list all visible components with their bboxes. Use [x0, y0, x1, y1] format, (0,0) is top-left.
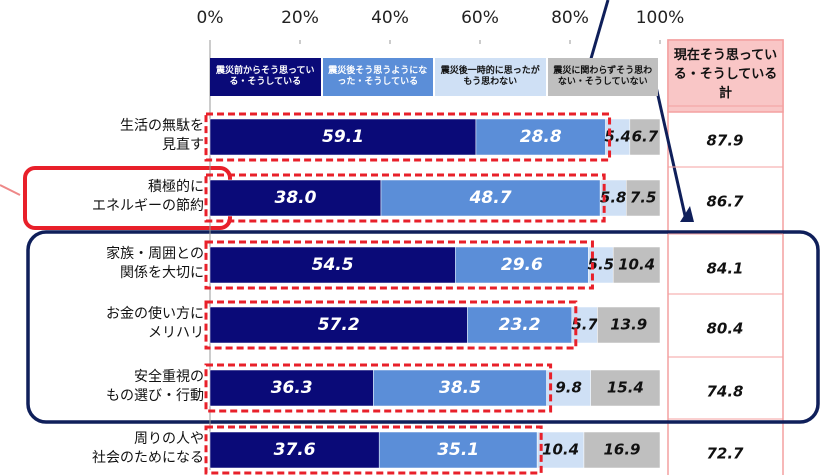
total-header-bg — [667, 39, 784, 113]
bar-segment — [605, 118, 631, 156]
dashed-highlight — [204, 112, 612, 162]
group-box — [26, 230, 820, 424]
data-label: 6.7 — [632, 128, 659, 146]
bar-segment — [629, 118, 661, 156]
data-label: 37.6 — [274, 440, 316, 460]
data-label: 5.7 — [571, 316, 598, 334]
legend-entry: 震災に関わらずそう思わない・そうしていない — [547, 58, 658, 96]
arrow — [588, 0, 610, 63]
data-label: 5.8 — [600, 189, 627, 207]
data-label: 54.5 — [312, 255, 354, 275]
data-label: 10.4 — [618, 256, 655, 274]
data-label: 10.4 — [542, 441, 579, 459]
x-tick-label: 40% — [371, 8, 409, 28]
bar-segment — [546, 369, 591, 407]
bar-segment — [597, 306, 661, 344]
data-label: 48.7 — [469, 188, 512, 208]
data-label: 23.2 — [499, 315, 541, 335]
bar-segment — [209, 369, 374, 407]
total-value: 87.9 — [706, 132, 743, 150]
dashed-highlight — [204, 240, 594, 290]
bar-segment — [536, 431, 585, 469]
bar-segment — [626, 179, 661, 217]
dashed-highlight — [204, 300, 578, 350]
bar-segment — [590, 369, 661, 407]
total-value: 74.8 — [706, 383, 743, 401]
bar-segment — [475, 118, 606, 156]
total-value: 72.7 — [706, 445, 744, 463]
data-label: 13.9 — [610, 316, 647, 334]
category-label: 家族・周囲との 関係を大切に — [106, 246, 204, 281]
bar-segment — [612, 246, 661, 284]
x-tick-label: 80% — [551, 8, 589, 28]
x-tick-label: 60% — [461, 8, 499, 28]
arrow — [0, 184, 21, 196]
category-label: お金の使い方に メリハリ — [106, 306, 204, 341]
category-label: 安全重視の もの選び・行動 — [106, 369, 204, 404]
total-title: 現在そう思っている・そうしている 計 — [673, 48, 778, 101]
x-tick-label: 0% — [197, 8, 224, 28]
data-label: 57.2 — [318, 315, 360, 335]
bar-segment — [583, 431, 661, 469]
bar-segment — [209, 306, 468, 344]
data-label: 16.9 — [603, 441, 640, 459]
total-value: 80.4 — [706, 320, 743, 338]
dashed-highlight — [204, 363, 553, 413]
category-label: 周りの人や 社会のためになる — [92, 431, 204, 466]
bar-segment — [209, 179, 382, 217]
dashed-highlight — [204, 173, 606, 223]
data-label: 59.1 — [322, 127, 364, 147]
x-tick-label: 20% — [281, 8, 319, 28]
x-tick-label: 100% — [636, 8, 685, 28]
bar-segment — [209, 431, 380, 469]
bar-segment — [455, 246, 589, 284]
data-label: 5.4 — [604, 128, 631, 146]
data-label: 38.5 — [439, 378, 481, 398]
category-label: 生活の無駄を 見直す — [120, 118, 204, 153]
data-label: 35.1 — [437, 440, 479, 460]
data-label: 5.5 — [588, 256, 615, 274]
bar-segment — [209, 246, 456, 284]
total-value: 86.7 — [706, 193, 744, 211]
category-label: 積極的に エネルギーの節約 — [92, 179, 204, 214]
data-label: 7.5 — [630, 189, 657, 207]
total-value: 84.1 — [706, 260, 743, 278]
data-label: 29.6 — [501, 255, 543, 275]
bar-segment — [209, 118, 477, 156]
data-label: 15.4 — [607, 379, 644, 397]
data-label: 9.8 — [555, 379, 582, 397]
bar-segment — [467, 306, 573, 344]
legend-entry: 震災前からそう思っている・そうしている — [210, 58, 321, 96]
bar-segment — [380, 179, 601, 217]
legend-entry: 震災後一時的に思ったがもう思わない — [435, 58, 546, 96]
bar-segment — [373, 369, 547, 407]
dashed-highlight — [204, 425, 543, 475]
bar-segment — [378, 431, 538, 469]
data-label: 38.0 — [275, 188, 317, 208]
legend-entry: 震災後そう思うようになった・そうしている — [322, 58, 433, 96]
data-label: 28.8 — [520, 127, 562, 147]
arrow-head — [680, 206, 694, 222]
data-label: 36.3 — [271, 378, 313, 398]
